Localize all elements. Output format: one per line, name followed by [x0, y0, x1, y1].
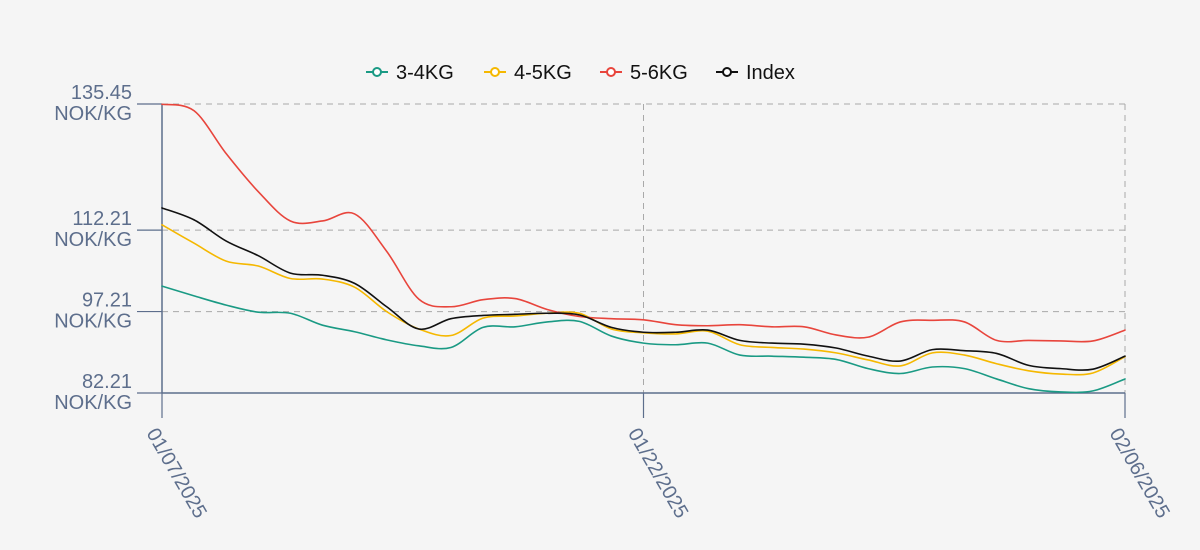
y-tick-value: 97.21 — [82, 290, 132, 312]
legend-label: 5-6KG — [630, 62, 688, 84]
series-line-index — [161, 207, 1126, 371]
x-tick-label: 01/22/2025 — [623, 425, 692, 523]
legend-marker-icon — [372, 67, 382, 77]
y-tick-unit: NOK/KG — [54, 311, 132, 333]
y-tick-label: 97.21 NOK/KG — [54, 290, 132, 333]
legend-marker-icon — [606, 67, 616, 77]
y-tick-value: 112.21 — [72, 208, 132, 230]
y-tick-value: 135.45 — [71, 82, 132, 104]
legend-item-3-4kg[interactable]: 3-4KG — [366, 62, 454, 84]
legend-label: 3-4KG — [396, 62, 454, 84]
series-lines — [161, 103, 1126, 394]
y-tick-unit: NOK/KG — [54, 103, 132, 125]
x-axis: 01/07/2025 01/22/2025 02/06/2025 — [142, 392, 1174, 523]
legend-marker-icon — [490, 67, 500, 77]
x-tick-label: 02/06/2025 — [1105, 425, 1174, 523]
legend-label: 4-5KG — [514, 62, 572, 84]
y-tick-value: 82.21 — [82, 371, 132, 393]
legend-marker-icon — [722, 67, 732, 77]
y-tick-label: 82.21 NOK/KG — [54, 371, 132, 414]
series-line-3-4kg — [161, 285, 1126, 394]
legend-item-5-6kg[interactable]: 5-6KG — [600, 62, 688, 84]
y-tick-label: 135.45 NOK/KG — [54, 82, 132, 125]
legend-item-index[interactable]: Index — [716, 62, 795, 84]
y-tick-label: 112.21 NOK/KG — [54, 208, 132, 251]
x-tick-label: 01/07/2025 — [142, 425, 211, 523]
series-line-5-6kg — [161, 103, 1126, 343]
y-tick-unit: NOK/KG — [54, 229, 132, 251]
y-tick-unit: NOK/KG — [54, 392, 132, 414]
legend: 3-4KG 4-5KG 5-6KG Index — [366, 62, 795, 84]
legend-item-4-5kg[interactable]: 4-5KG — [484, 62, 572, 84]
grid — [162, 103, 1126, 393]
legend-label: Index — [746, 62, 795, 84]
